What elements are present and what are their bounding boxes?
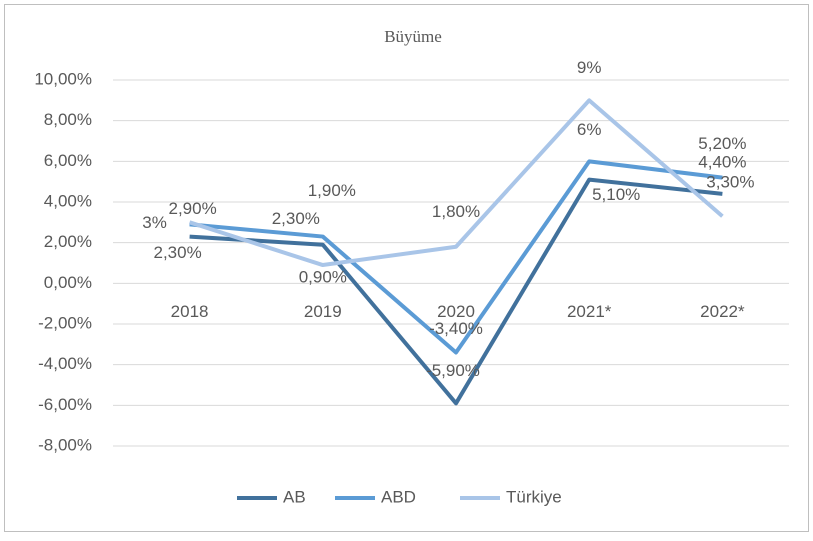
data-label: 5,20% bbox=[698, 134, 746, 153]
data-label: 9% bbox=[577, 58, 602, 77]
x-tick-label: 2022* bbox=[700, 302, 745, 321]
series-line bbox=[188, 98, 724, 268]
x-tick-label: 2018 bbox=[171, 302, 209, 321]
series-line bbox=[189, 159, 723, 355]
y-tick-label: 8,00% bbox=[44, 110, 92, 129]
legend-label: AB bbox=[283, 487, 306, 506]
x-tick-label: 2021* bbox=[567, 302, 612, 321]
data-label: -5,90% bbox=[426, 361, 480, 380]
y-tick-label: 10,00% bbox=[34, 69, 92, 88]
data-label: 2,30% bbox=[272, 209, 320, 228]
chart-title: Büyüme bbox=[384, 27, 442, 46]
data-label: 4,40% bbox=[698, 152, 746, 171]
x-tick-label: 2020 bbox=[437, 302, 475, 321]
data-label: 1,90% bbox=[308, 181, 356, 200]
series-line bbox=[189, 177, 723, 406]
y-tick-label: 0,00% bbox=[44, 273, 92, 292]
data-label: -3,40% bbox=[429, 319, 483, 338]
y-tick-label: 2,00% bbox=[44, 232, 92, 251]
y-tick-label: 4,00% bbox=[44, 191, 92, 210]
data-label: 2,30% bbox=[153, 243, 201, 262]
data-label: 6% bbox=[577, 120, 602, 139]
y-tick-label: -2,00% bbox=[38, 313, 92, 332]
x-tick-label: 2019 bbox=[304, 302, 342, 321]
data-label: 2,90% bbox=[168, 199, 216, 218]
y-tick-label: 6,00% bbox=[44, 151, 92, 170]
data-label: 0,90% bbox=[299, 268, 347, 287]
data-label: 5,10% bbox=[592, 185, 640, 204]
data-label: 3,30% bbox=[706, 173, 754, 192]
y-tick-label: -6,00% bbox=[38, 395, 92, 414]
data-label: 3% bbox=[142, 213, 167, 232]
y-tick-label: -8,00% bbox=[38, 435, 92, 454]
chart-border bbox=[4, 4, 809, 532]
legend-label: ABD bbox=[381, 487, 416, 506]
legend-label: Türkiye bbox=[506, 487, 562, 506]
y-tick-label: -4,00% bbox=[38, 354, 92, 373]
data-label: 1,80% bbox=[432, 202, 480, 221]
